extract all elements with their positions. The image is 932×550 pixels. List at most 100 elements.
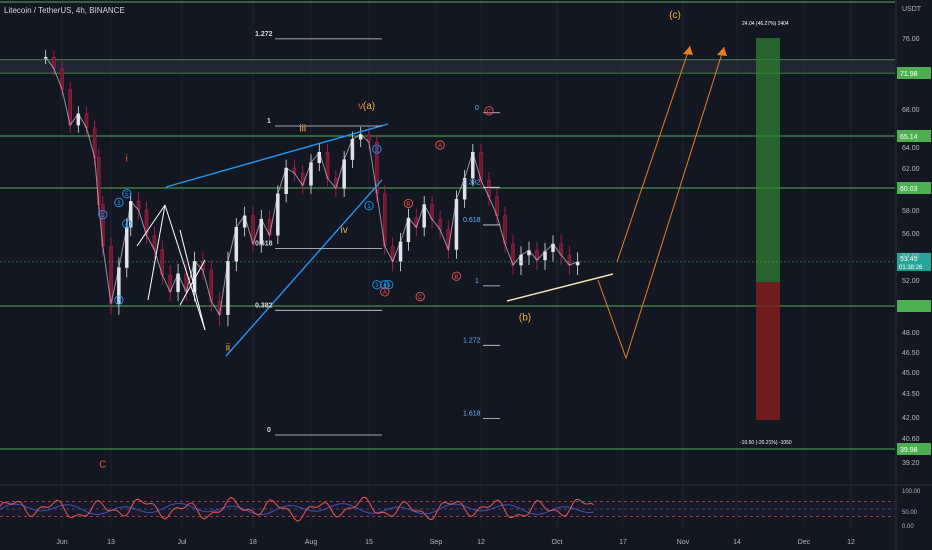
stop-label: -10.50 (-20.21%) -1050 [740, 440, 792, 446]
circled-wave-marker [122, 219, 132, 229]
price-level-tag [897, 182, 931, 194]
circled-wave-marker [384, 280, 394, 290]
x-axis-tick-label: Jul [178, 539, 187, 546]
fib-level-label: 0.618 [255, 240, 273, 247]
wave-label: iii [299, 124, 306, 135]
circled-wave-label: 1 [101, 213, 105, 219]
trend-line-lower [225, 179, 383, 357]
circled-wave-marker [114, 197, 124, 208]
wave-label: (c) [669, 10, 681, 21]
y-axis-tick-label: 68.00 [902, 107, 920, 114]
x-axis-tick-label: Dec [798, 539, 811, 546]
rsi-tick-label: 100.00 [902, 489, 921, 495]
price-level-tag [897, 67, 931, 79]
rsi-tick-label: 0.00 [902, 524, 914, 530]
target-zone[interactable] [756, 38, 780, 283]
circled-wave-label: B [406, 202, 410, 208]
wave-label: (b) [519, 312, 531, 323]
circled-wave-label: 5 [125, 192, 129, 198]
x-axis-tick-label: Nov [677, 539, 690, 546]
circled-wave-label: C [418, 295, 423, 301]
rsi-tick-label: 50.00 [902, 510, 918, 516]
wave-line [136, 204, 166, 247]
fib-level-label: 0.618 [463, 217, 481, 224]
price-level-label: 71.98 [900, 71, 918, 78]
fib-level-label: 0.382 [255, 302, 273, 309]
x-axis-tick-label: 17 [619, 539, 627, 546]
circled-wave-label: 3 [117, 201, 121, 207]
circled-wave-marker [435, 140, 445, 150]
projection-arrowhead [717, 47, 727, 56]
symbol-title: Litecoin / TetherUS, 4h, BINANCE [4, 6, 125, 15]
rsi-panel: 100.00 50.00 0.00 [0, 484, 932, 530]
y-axis-tick-label: 48.00 [902, 330, 920, 337]
x-axis-tick-label: Oct [552, 539, 563, 546]
wave-label: C [99, 459, 106, 470]
x-axis-tick-label: 13 [107, 539, 115, 546]
fib-level-label: 0 [475, 105, 479, 112]
stop-zone[interactable] [756, 282, 780, 420]
fib-level-label: 0 [267, 427, 271, 434]
wave-label: ii [226, 343, 230, 354]
projection-path-alt [616, 45, 691, 263]
x-axis-tick-label: 18 [249, 539, 257, 546]
price-level-tag [897, 300, 931, 312]
price-level-tag [897, 130, 931, 142]
circled-wave-marker [380, 280, 390, 290]
countdown-label: 01:38:26 [899, 265, 923, 271]
circled-wave-marker [114, 295, 124, 305]
x-axis-tick-label: Aug [305, 539, 318, 546]
fib-level-label: 1 [475, 278, 479, 285]
y-axis-tick-label: 43.50 [902, 391, 920, 398]
current-price-label: 53.45 [900, 256, 918, 263]
y-axis-tick-label: 40.60 [902, 436, 920, 443]
price-level-tag [897, 443, 931, 455]
circled-wave-label: 5 [387, 283, 391, 289]
projection-arrowhead [683, 46, 693, 55]
price-level-label: 39.98 [900, 447, 918, 454]
rsi-band [0, 501, 895, 517]
y-axis-tick-label: 58.00 [902, 208, 920, 215]
price-level-label: 65.14 [900, 134, 918, 141]
circled-wave-label: B [454, 275, 458, 281]
circled-wave-label: 2 [117, 299, 121, 305]
circled-wave-marker [372, 144, 382, 154]
y-axis-tick-label: 45.00 [902, 370, 920, 377]
y-axis-tick-label: 42.00 [902, 415, 920, 422]
projection-path-c [597, 46, 725, 360]
y-axis-tick-label: 62.00 [902, 166, 920, 173]
target-label: 24.04 (46.27%) 2404 [742, 21, 789, 27]
rsi-average-line [0, 502, 595, 516]
circled-wave-label: 2 [375, 148, 379, 154]
circled-wave-marker [380, 287, 390, 297]
wave-label: iv [341, 225, 348, 236]
y-axis-tick-label: 39.20 [902, 460, 920, 467]
wave-label: v [358, 101, 363, 112]
wave-label: i [126, 154, 128, 165]
circled-wave-label: C [487, 109, 492, 115]
y-axis-tick-label: 52.00 [902, 278, 920, 285]
wave-label: (a) [363, 101, 375, 112]
x-axis-tick-label: Jun [56, 539, 67, 546]
circled-wave-marker [484, 106, 494, 116]
wave-line [179, 259, 206, 306]
long-position-tool[interactable]: 24.04 (46.27%) 2404 -10.50 (-20.21%) -105… [740, 21, 792, 446]
horizontal-levels: 71.98 65.14 60.03 39.98 [0, 1, 931, 455]
circled-wave-label: A [383, 290, 387, 296]
chart-drawings: 1.272 1 0.618 0.382 0 0 0.382 0.618 1 1.272 1.618 i… [98, 10, 727, 470]
fib-level-label: 1 [267, 118, 271, 125]
circled-wave-marker [364, 201, 374, 211]
support-line [506, 273, 614, 302]
circled-wave-label: 1 [367, 204, 371, 210]
price-level-label: 60.03 [900, 186, 918, 193]
price-series [43, 50, 580, 327]
current-price-tag[interactable] [897, 252, 931, 271]
x-axis-tick-label: Sep [430, 539, 443, 546]
x-axis-tick-label: 12 [477, 539, 485, 546]
fib-level-label: 1.272 [463, 337, 481, 344]
circled-wave-marker [451, 271, 462, 281]
circled-wave-marker [98, 209, 108, 220]
fib-level-label: 1.618 [463, 411, 481, 418]
